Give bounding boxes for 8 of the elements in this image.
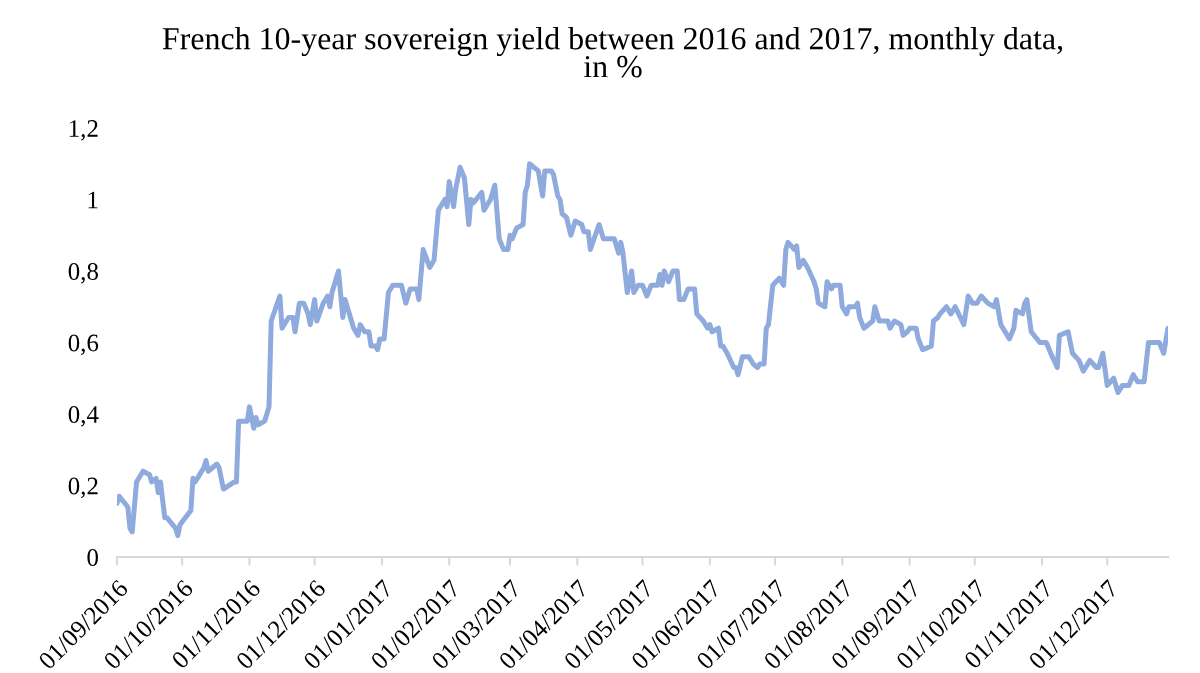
y-tick-label: 0,4 <box>68 406 99 427</box>
y-tick-label: 1,2 <box>69 120 98 141</box>
y-tick-label: 0,6 <box>68 334 99 356</box>
y-tick-label: 0,8 <box>68 263 98 284</box>
y-tick-label: 0 <box>87 549 98 566</box>
y-tick-label: 1 <box>88 191 98 209</box>
chart-title: French 10-year sovereign yield between 2016 and 2017, monthly data, in % <box>162 27 1063 78</box>
y-tick-label: 0,2 <box>68 477 98 499</box>
